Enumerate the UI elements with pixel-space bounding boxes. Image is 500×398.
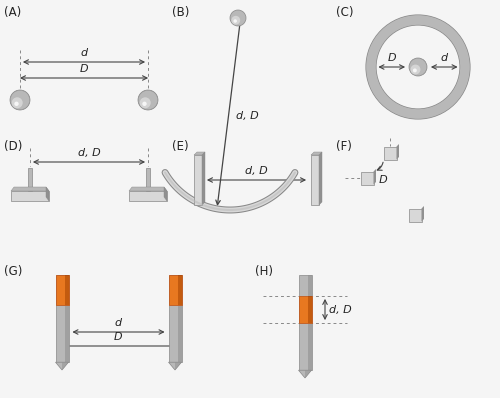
Polygon shape bbox=[311, 155, 319, 205]
Text: d: d bbox=[115, 318, 122, 328]
Polygon shape bbox=[56, 275, 68, 362]
Text: d, D: d, D bbox=[245, 166, 268, 176]
Circle shape bbox=[142, 101, 146, 106]
Circle shape bbox=[413, 68, 417, 72]
Circle shape bbox=[410, 64, 420, 74]
Polygon shape bbox=[384, 146, 396, 160]
Text: (A): (A) bbox=[4, 6, 21, 19]
Text: D: D bbox=[80, 64, 88, 74]
Text: d, D: d, D bbox=[78, 148, 100, 158]
Text: (C): (C) bbox=[336, 6, 353, 19]
Circle shape bbox=[409, 58, 427, 76]
Text: d: d bbox=[440, 53, 448, 63]
Circle shape bbox=[230, 10, 246, 25]
Polygon shape bbox=[178, 275, 182, 362]
Circle shape bbox=[138, 90, 158, 110]
Circle shape bbox=[410, 59, 426, 76]
Circle shape bbox=[232, 16, 240, 25]
Polygon shape bbox=[56, 362, 68, 370]
Polygon shape bbox=[65, 275, 68, 362]
Circle shape bbox=[12, 97, 22, 108]
Text: (D): (D) bbox=[4, 140, 22, 153]
Circle shape bbox=[230, 10, 246, 26]
Polygon shape bbox=[11, 191, 49, 201]
Polygon shape bbox=[374, 169, 376, 185]
Text: d, D: d, D bbox=[365, 175, 388, 185]
Circle shape bbox=[234, 19, 237, 23]
Polygon shape bbox=[178, 275, 182, 305]
Circle shape bbox=[10, 90, 30, 110]
Polygon shape bbox=[422, 206, 424, 222]
Text: (H): (H) bbox=[255, 265, 273, 278]
Polygon shape bbox=[308, 275, 312, 370]
Text: (G): (G) bbox=[4, 265, 22, 278]
Polygon shape bbox=[319, 152, 322, 205]
Polygon shape bbox=[308, 296, 312, 323]
Polygon shape bbox=[164, 187, 167, 201]
Polygon shape bbox=[194, 152, 205, 155]
Text: (E): (E) bbox=[172, 140, 188, 153]
Polygon shape bbox=[396, 144, 399, 160]
Polygon shape bbox=[56, 275, 68, 305]
Text: d, D: d, D bbox=[236, 111, 259, 121]
Circle shape bbox=[140, 97, 150, 108]
Polygon shape bbox=[168, 362, 181, 370]
Polygon shape bbox=[408, 209, 422, 222]
Polygon shape bbox=[46, 187, 49, 201]
Polygon shape bbox=[202, 152, 205, 205]
Polygon shape bbox=[311, 152, 322, 155]
Text: d: d bbox=[80, 48, 87, 58]
Polygon shape bbox=[360, 172, 374, 185]
Circle shape bbox=[10, 90, 29, 109]
Polygon shape bbox=[175, 362, 182, 370]
Polygon shape bbox=[65, 275, 68, 305]
Polygon shape bbox=[62, 362, 68, 370]
Polygon shape bbox=[298, 275, 312, 370]
Text: D: D bbox=[114, 332, 123, 342]
Polygon shape bbox=[305, 370, 312, 378]
Polygon shape bbox=[298, 370, 312, 378]
Polygon shape bbox=[146, 168, 150, 191]
Polygon shape bbox=[194, 155, 202, 205]
Text: (F): (F) bbox=[336, 140, 352, 153]
Polygon shape bbox=[168, 275, 181, 305]
Circle shape bbox=[14, 101, 18, 106]
Text: D: D bbox=[388, 53, 396, 63]
Polygon shape bbox=[168, 275, 181, 362]
Polygon shape bbox=[129, 187, 167, 191]
Text: (B): (B) bbox=[172, 6, 190, 19]
Text: d, D: d, D bbox=[329, 304, 352, 314]
Polygon shape bbox=[298, 296, 312, 323]
Polygon shape bbox=[28, 168, 32, 191]
Polygon shape bbox=[129, 191, 167, 201]
Polygon shape bbox=[11, 187, 49, 191]
Circle shape bbox=[138, 90, 158, 109]
